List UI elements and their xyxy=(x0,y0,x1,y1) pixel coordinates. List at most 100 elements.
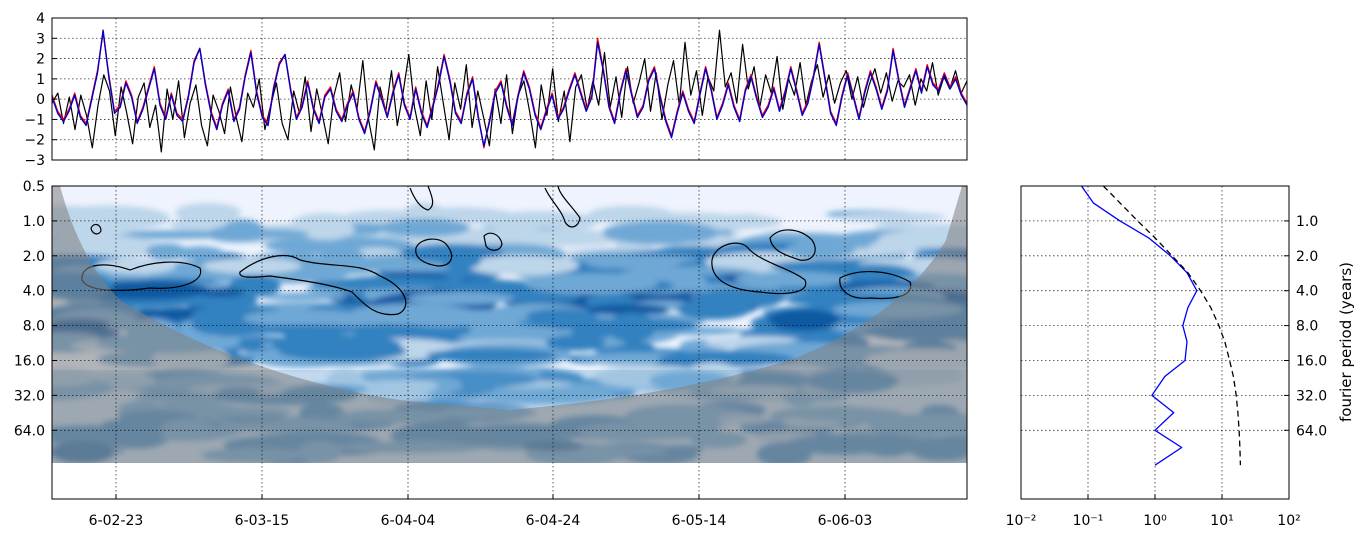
time-series-y-tick-label: 1 xyxy=(36,72,45,88)
wavelet-power-blob xyxy=(426,348,557,363)
time-series-line-blue xyxy=(52,29,967,147)
time-series-y-tick-label: 2 xyxy=(36,52,45,68)
wavelet-power-blob xyxy=(479,388,614,405)
wavelet-power-blob xyxy=(205,226,269,243)
global-spectrum-x-tick-label: 10⁻² xyxy=(1006,513,1037,529)
wavelet-y-tick-label: 32.0 xyxy=(14,388,45,404)
wavelet-power-blob xyxy=(340,313,395,326)
wavelet-x-tick-label: 6-06-03 xyxy=(818,513,873,529)
wavelet-power-blob xyxy=(364,379,439,394)
wavelet-y-tick-label: 2.0 xyxy=(23,249,45,265)
wavelet-power-blob xyxy=(767,309,840,331)
wavelet-power-blob xyxy=(146,243,188,260)
wavelet-power-blob xyxy=(191,307,242,322)
significance-contour xyxy=(415,238,453,267)
wavelet-power-blob xyxy=(545,334,606,351)
wavelet-x-tick-label: 6-04-04 xyxy=(381,513,436,529)
wavelet-power-blob xyxy=(296,218,355,241)
wavelet-y-ticks: 0.5 1.0 2.0 4.0 8.0 16.0 32.0 64.0 xyxy=(14,179,57,439)
wavelet-power-blob xyxy=(602,220,719,245)
global-spectrum-grid xyxy=(1021,186,1289,499)
wavelet-x-ticks: 6-02-23 6-03-15 6-04-04 6-04-24 6-05-14 6-06-… xyxy=(89,494,873,529)
cone-of-influence xyxy=(52,186,967,463)
wavelet-power-blob xyxy=(271,334,402,356)
significance-level-line xyxy=(1102,186,1242,466)
wavelet-x-tick-label: 6-04-24 xyxy=(526,513,581,529)
wavelet-power-blob xyxy=(175,202,242,223)
time-series-lines xyxy=(52,29,967,153)
wavelet-power-blob xyxy=(379,218,470,237)
wavelet-power-blob xyxy=(786,240,856,260)
wavelet-power-blob xyxy=(202,257,301,274)
wavelet-power-blob xyxy=(609,312,655,338)
global-spectrum-y-tick-label: 16.0 xyxy=(1296,354,1327,370)
wavelet-power-blob xyxy=(260,292,348,301)
time-series-y-tick-label: −1 xyxy=(24,112,45,128)
wavelet-power-blob xyxy=(235,324,376,335)
significance-contour xyxy=(409,186,434,211)
wavelet-power-blob xyxy=(466,255,580,276)
wavelet-power-blob xyxy=(838,211,946,223)
time-series-y-ticks: −3 −2 −1 0 1 2 3 4 xyxy=(24,11,57,169)
global-spectrum-x-tick-label: 10⁰ xyxy=(1143,513,1167,529)
wavelet-power-blob xyxy=(104,230,239,240)
global-spectrum-y-tick-label: 8.0 xyxy=(1296,319,1318,335)
wavelet-power-blob xyxy=(440,250,482,270)
global-wavelet-power-line xyxy=(1080,186,1198,466)
wavelet-y-tick-label: 16.0 xyxy=(14,354,45,370)
global-spectrum-y-tick-label: 4.0 xyxy=(1296,284,1318,300)
wavelet-power-blob xyxy=(95,257,176,275)
wavelet-y-tick-label: 1.0 xyxy=(23,214,45,230)
time-series-y-tick-label: −3 xyxy=(24,153,45,169)
wavelet-y-tick-label: 8.0 xyxy=(23,319,45,335)
wavelet-power-blob xyxy=(587,304,670,316)
global-spectrum-x-ticks: 10⁻² 10⁻¹ 10⁰ 10¹ 10² xyxy=(1006,494,1301,529)
significance-contour xyxy=(81,261,202,291)
time-series-y-tick-label: 0 xyxy=(36,92,45,108)
time-series-y-tick-label: 3 xyxy=(36,31,45,47)
wavelet-power-blob xyxy=(320,248,365,264)
wavelet-y-tick-label: 64.0 xyxy=(14,423,45,439)
wavelet-y-tick-label: 4.0 xyxy=(23,284,45,300)
wavelet-power-blob xyxy=(789,292,908,303)
global-spectrum-y-tick-label: 32.0 xyxy=(1296,388,1327,404)
global-spectrum-y-tick-label: 2.0 xyxy=(1296,249,1318,265)
significance-contour xyxy=(90,223,102,235)
global-spectrum-x-tick-label: 10¹ xyxy=(1210,513,1233,529)
wavelet-power-blob xyxy=(525,273,659,295)
wavelet-power-blob xyxy=(175,246,225,261)
global-spectrum-y-ticks: 1.0 2.0 4.0 8.0 16.0 32.0 64.0 xyxy=(1284,214,1327,439)
wavelet-panel: 0.5 1.0 2.0 4.0 8.0 16.0 32.0 64.0 6-02-23 6-03-… xyxy=(14,179,968,529)
significance-contour xyxy=(769,229,816,261)
wavelet-power-blob xyxy=(592,254,698,264)
wavelet-power-blob xyxy=(734,271,851,287)
wavelet-grid xyxy=(52,186,967,499)
global-spectrum-lines xyxy=(1080,186,1242,466)
significance-contour xyxy=(483,232,503,251)
time-series-y-tick-label: −2 xyxy=(24,133,45,149)
global-spectrum-x-tick-label: 10² xyxy=(1277,513,1300,529)
wavelet-x-tick-label: 6-03-15 xyxy=(235,513,290,529)
wavelet-x-tick-label: 6-02-23 xyxy=(89,513,144,529)
wavelet-power-blob xyxy=(407,291,515,305)
wavelet-empty-region xyxy=(52,463,967,499)
global-spectrum-panel: 1.02.04.08.016.032.064.0 10⁻² 10⁻¹ 10⁰ 10¹ 1… xyxy=(1006,185,1355,529)
global-spectrum-y-tick-label: 64.0 xyxy=(1296,423,1327,439)
wavelet-power-blob xyxy=(677,298,752,320)
significance-contour xyxy=(239,254,407,316)
time-series-frame xyxy=(51,17,968,161)
wavelet-power-contours xyxy=(52,186,967,499)
global-spectrum-y-axis-label: fourier period (years) xyxy=(1337,262,1355,422)
wavelet-power-blob xyxy=(297,271,338,282)
wavelet-power-blob xyxy=(328,276,459,289)
wavelet-y-tick-label: 0.5 xyxy=(23,179,45,195)
global-spectrum-x-tick-label: 10⁻¹ xyxy=(1073,513,1104,529)
global-spectrum-y-tick-label: 1.0 xyxy=(1296,214,1318,230)
time-series-panel: −3 −2 −1 0 1 2 3 4 xyxy=(24,11,968,169)
wavelet-frame xyxy=(51,185,968,500)
time-series-y-tick-label: 4 xyxy=(36,11,45,27)
wavelet-power-blob xyxy=(657,350,795,370)
significance-contour xyxy=(711,242,807,295)
significance-contour xyxy=(544,186,581,228)
